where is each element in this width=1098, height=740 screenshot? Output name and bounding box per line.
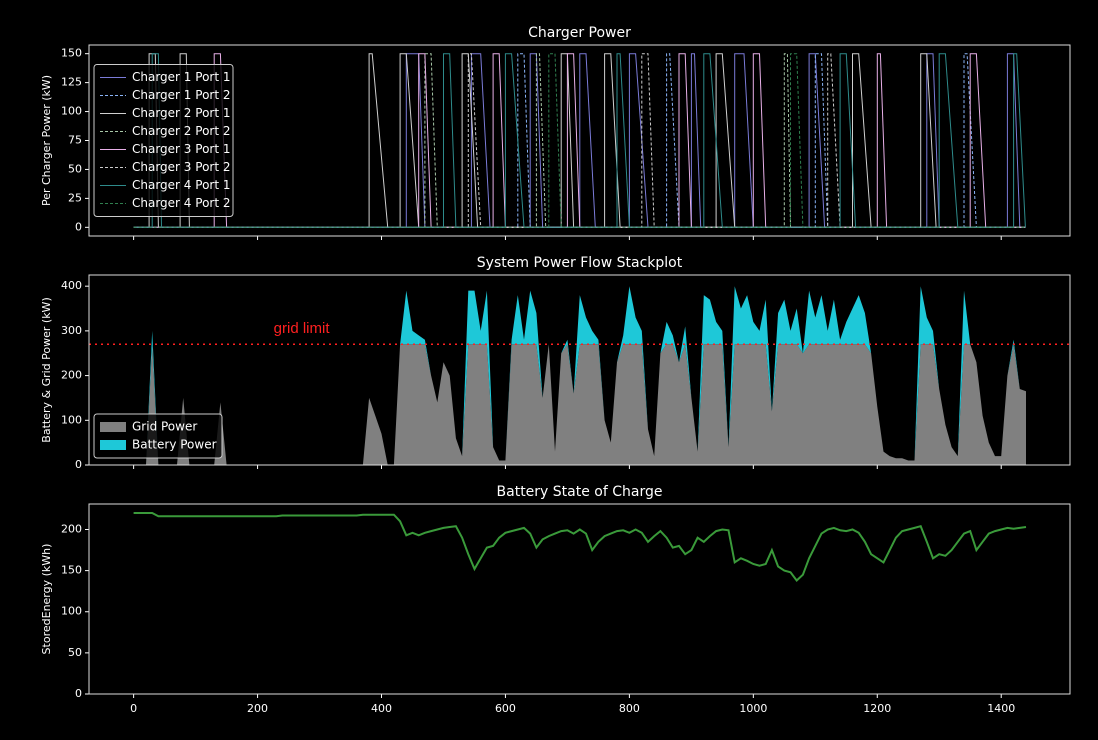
y-tick-label: 200 (61, 522, 82, 535)
y-tick-label: 0 (75, 220, 82, 233)
x-tick-label: 1200 (863, 702, 891, 715)
legend-label: Charger 3 Port 1 (132, 142, 231, 156)
data-line (133, 53, 1026, 228)
legend-label: Charger 2 Port 2 (132, 124, 231, 138)
legend-label: Charger 1 Port 2 (132, 88, 231, 102)
y-tick-label: 150 (61, 47, 82, 60)
legend-label: Charger 4 Port 1 (132, 178, 231, 192)
data-line (133, 53, 1026, 228)
y-tick-label: 0 (75, 458, 82, 471)
chart-title: System Power Flow Stackplot (477, 255, 683, 271)
y-tick-label: 50 (68, 162, 82, 175)
legend-box (93, 64, 234, 217)
y-tick-label: 100 (61, 605, 82, 618)
x-tick-label: 200 (247, 702, 268, 715)
data-line (133, 512, 1027, 582)
chart-title: Charger Power (528, 25, 631, 41)
legend-label: Charger 3 Port 2 (132, 160, 231, 174)
x-tick-label: 1000 (739, 702, 767, 715)
stack-area (133, 344, 1027, 465)
x-tick-label: 400 (371, 702, 392, 715)
y-tick-label: 150 (61, 564, 82, 577)
legend-label: Charger 1 Port 1 (132, 70, 231, 84)
legend-patch (100, 440, 126, 450)
x-tick-label: 600 (495, 702, 516, 715)
y-tick-label: 400 (61, 279, 82, 292)
y-tick-label: 125 (61, 76, 82, 89)
legend-label: Grid Power (132, 420, 197, 434)
axes-frame (88, 503, 1071, 695)
annotation: grid limit (274, 320, 331, 337)
stack-area (133, 286, 1027, 465)
y-tick-label: 300 (61, 324, 82, 337)
y-tick-label: 25 (68, 191, 82, 204)
x-tick-label: 800 (619, 702, 640, 715)
y-axis-label: StoredEnergy (kWh) (40, 544, 53, 655)
x-tick-label: 0 (130, 702, 137, 715)
x-tick-label: 1400 (987, 702, 1015, 715)
y-tick-label: 100 (61, 105, 82, 118)
axes-frame (88, 44, 1071, 237)
y-axis-label: Per Charger Power (kW) (40, 75, 53, 206)
chart-title: Battery State of Charge (497, 484, 663, 500)
y-tick-label: 100 (61, 413, 82, 426)
legend-label: Battery Power (132, 438, 217, 452)
legend-patch (100, 422, 126, 432)
y-tick-label: 0 (75, 687, 82, 700)
legend-label: Charger 4 Port 2 (132, 196, 231, 210)
y-tick-label: 50 (68, 646, 82, 659)
y-tick-label: 75 (68, 134, 82, 147)
axes-frame (88, 274, 1071, 466)
y-axis-label: Battery & Grid Power (kW) (40, 297, 53, 442)
legend-label: Charger 2 Port 1 (132, 106, 231, 120)
y-tick-label: 200 (61, 369, 82, 382)
